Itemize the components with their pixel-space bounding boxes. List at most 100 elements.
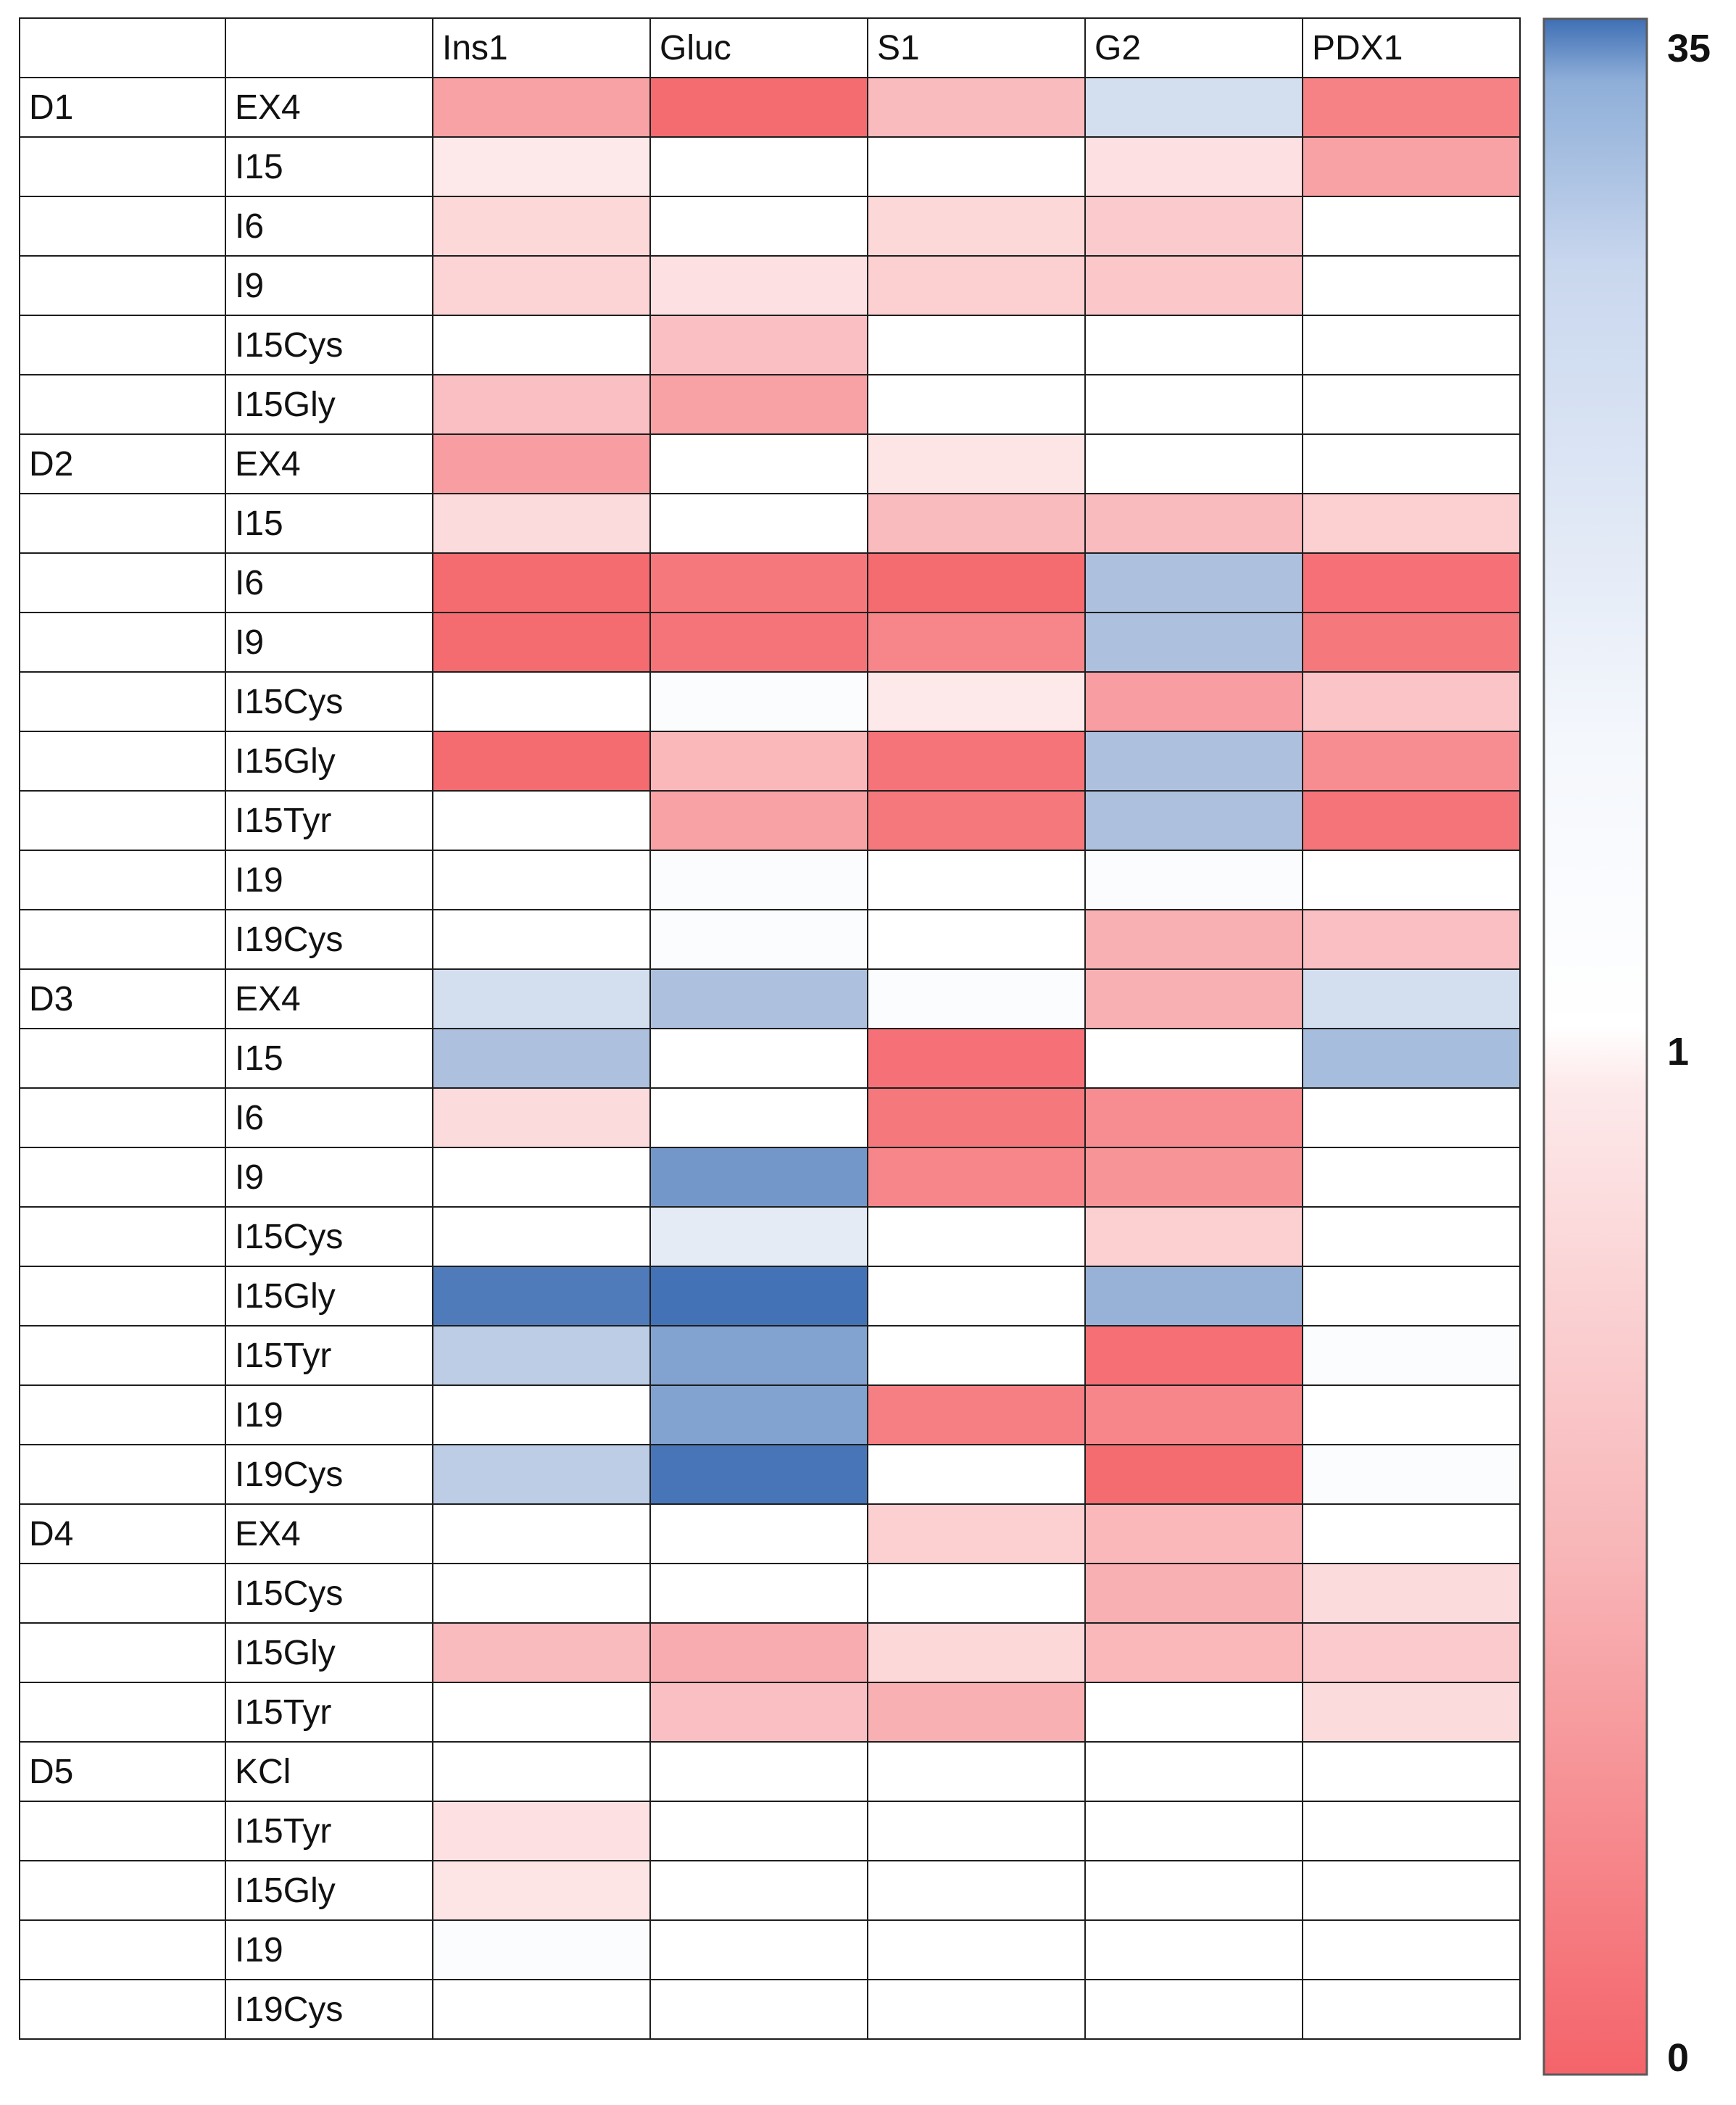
heatmap-cell [1084, 909, 1303, 970]
heatmap-cell [867, 1444, 1086, 1505]
heatmap-cell [432, 671, 651, 732]
heatmap-cell [1084, 1563, 1303, 1624]
row-group-label [19, 1563, 226, 1624]
table-row: I15Gly [19, 1622, 1521, 1683]
heatmap-cell [1084, 612, 1303, 673]
row-group-label [19, 196, 226, 257]
heatmap-cell [432, 1682, 651, 1743]
heatmap-cell [432, 1147, 651, 1208]
heatmap-cell [1302, 790, 1521, 851]
heatmap-cell [649, 1147, 868, 1208]
heatmap-cell [1084, 1206, 1303, 1267]
heatmap-cell [867, 1801, 1086, 1861]
heatmap-cell [432, 612, 651, 673]
heatmap-cell [432, 1444, 651, 1505]
heatmap-cell [867, 1325, 1086, 1386]
row-label: I15Gly [225, 374, 433, 435]
heatmap-cell [432, 1741, 651, 1802]
heatmap-cell [867, 1087, 1086, 1148]
heatmap-cell [1084, 1860, 1303, 1921]
row-group-label [19, 671, 226, 732]
column-header: Gluc [649, 17, 868, 78]
row-label: KCl [225, 1741, 433, 1802]
heatmap-cell [649, 315, 868, 375]
heatmap-cell [432, 1979, 651, 2040]
row-label: EX4 [225, 968, 433, 1029]
heatmap-cell [432, 1919, 651, 1980]
heatmap-cell [1084, 671, 1303, 732]
column-header: G2 [1084, 17, 1303, 78]
row-label: I9 [225, 255, 433, 316]
row-group-label [19, 255, 226, 316]
heatmap-cell [432, 77, 651, 138]
heatmap-cell [867, 1622, 1086, 1683]
heatmap-cell [649, 255, 868, 316]
row-group-label [19, 1682, 226, 1743]
heatmap-body: Ins1 Gluc S1 G2 PDX1 D1 EX4 I15 I6 I9 I15Cys I… [19, 17, 1521, 2040]
heatmap-cell [867, 1979, 1086, 2040]
scale-min-label: 0 [1667, 2036, 1690, 2080]
heatmap-cell [432, 1325, 651, 1386]
row-label: I15 [225, 493, 433, 554]
heatmap-cell [867, 136, 1086, 197]
heatmap-cell [1302, 1919, 1521, 1980]
row-group-label: D5 [19, 1741, 226, 1802]
table-row: I6 [19, 552, 1521, 613]
heatmap-cell [1084, 196, 1303, 257]
heatmap-cell [1084, 493, 1303, 554]
heatmap-cell [649, 790, 868, 851]
heatmap-cell [649, 1622, 868, 1683]
table-row: D2 EX4 [19, 433, 1521, 494]
heatmap-cell [1084, 1741, 1303, 1802]
table-row: I15Tyr [19, 1801, 1521, 1861]
table-row: I19Cys [19, 909, 1521, 970]
heatmap-cell [649, 1028, 868, 1089]
heatmap-cell [432, 1384, 651, 1445]
heatmap-cell [867, 1563, 1086, 1624]
row-group-label: D4 [19, 1503, 226, 1564]
heatmap-cell [867, 1384, 1086, 1445]
heatmap-cell [649, 1979, 868, 2040]
table-row: I15Tyr [19, 1682, 1521, 1743]
heatmap-cell [1302, 1384, 1521, 1445]
row-label: I15Cys [225, 671, 433, 732]
heatmap-cell [1302, 909, 1521, 970]
heatmap-cell [432, 1087, 651, 1148]
heatmap-cell [1302, 612, 1521, 673]
row-label: I15Tyr [225, 790, 433, 851]
heatmap-cell [649, 493, 868, 554]
row-label: I15Cys [225, 1206, 433, 1267]
row-group-label [19, 731, 226, 792]
heatmap-cell [432, 493, 651, 554]
heatmap-cell [867, 1147, 1086, 1208]
heatmap-cell [867, 1741, 1086, 1802]
heatmap-cell [649, 136, 868, 197]
heatmap-cell [1302, 77, 1521, 138]
heatmap-cell [867, 1266, 1086, 1326]
table-row: I19 [19, 1919, 1521, 1980]
heatmap-cell [1084, 1087, 1303, 1148]
heatmap-cell [432, 968, 651, 1029]
heatmap-cell [1084, 731, 1303, 792]
heatmap-cell [649, 1325, 868, 1386]
heatmap-cell [1084, 255, 1303, 316]
row-label: I19 [225, 1919, 433, 1980]
heatmap-cell [1302, 1206, 1521, 1267]
heatmap-cell [1302, 1563, 1521, 1624]
heatmap-cell [867, 315, 1086, 375]
heatmap-cell [432, 1266, 651, 1326]
table-row: D4 EX4 [19, 1503, 1521, 1564]
heatmap-cell [649, 850, 868, 910]
heatmap-cell [1302, 315, 1521, 375]
heatmap-cell [649, 909, 868, 970]
heatmap-cell [867, 731, 1086, 792]
heatmap-cell [867, 1503, 1086, 1564]
heatmap-cell [649, 1444, 868, 1505]
heatmap-cell [432, 1028, 651, 1089]
table-row: I9 [19, 612, 1521, 673]
row-group-label [19, 374, 226, 435]
heatmap-cell [432, 136, 651, 197]
row-label: I15Gly [225, 731, 433, 792]
heatmap-cell [1302, 1741, 1521, 1802]
heatmap-cell [649, 1206, 868, 1267]
